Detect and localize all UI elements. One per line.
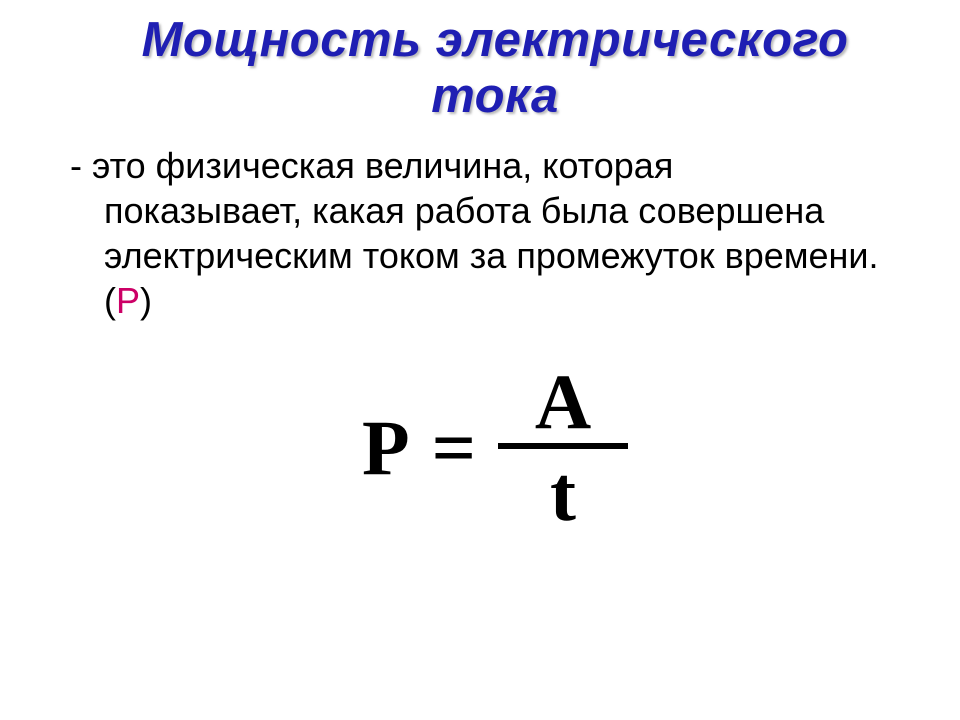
formula-equals: = (432, 409, 476, 487)
power-symbol: Р (116, 280, 140, 321)
title-line-1: Мощность электрического (142, 13, 849, 67)
definition-body: показывает, какая работа была совершена … (104, 190, 879, 321)
formula-numerator: A (529, 363, 597, 443)
formula-denominator: t (544, 449, 582, 533)
definition-after-symbol: ) (140, 280, 152, 321)
definition-rest: показывает, какая работа была совершена … (104, 188, 920, 323)
definition-text: - это физическая величина, которая показ… (70, 143, 920, 323)
formula-container: P = A t (70, 363, 920, 533)
title-line-2: тока (431, 69, 559, 123)
formula-lhs: P (362, 409, 410, 487)
power-formula: P = A t (362, 363, 628, 533)
definition-line-1: - это физическая величина, которая (70, 143, 920, 188)
slide-title: Мощность электрического тока (70, 12, 920, 125)
slide: Мощность электрического тока - это физич… (0, 0, 960, 720)
formula-fraction: A t (498, 363, 628, 533)
